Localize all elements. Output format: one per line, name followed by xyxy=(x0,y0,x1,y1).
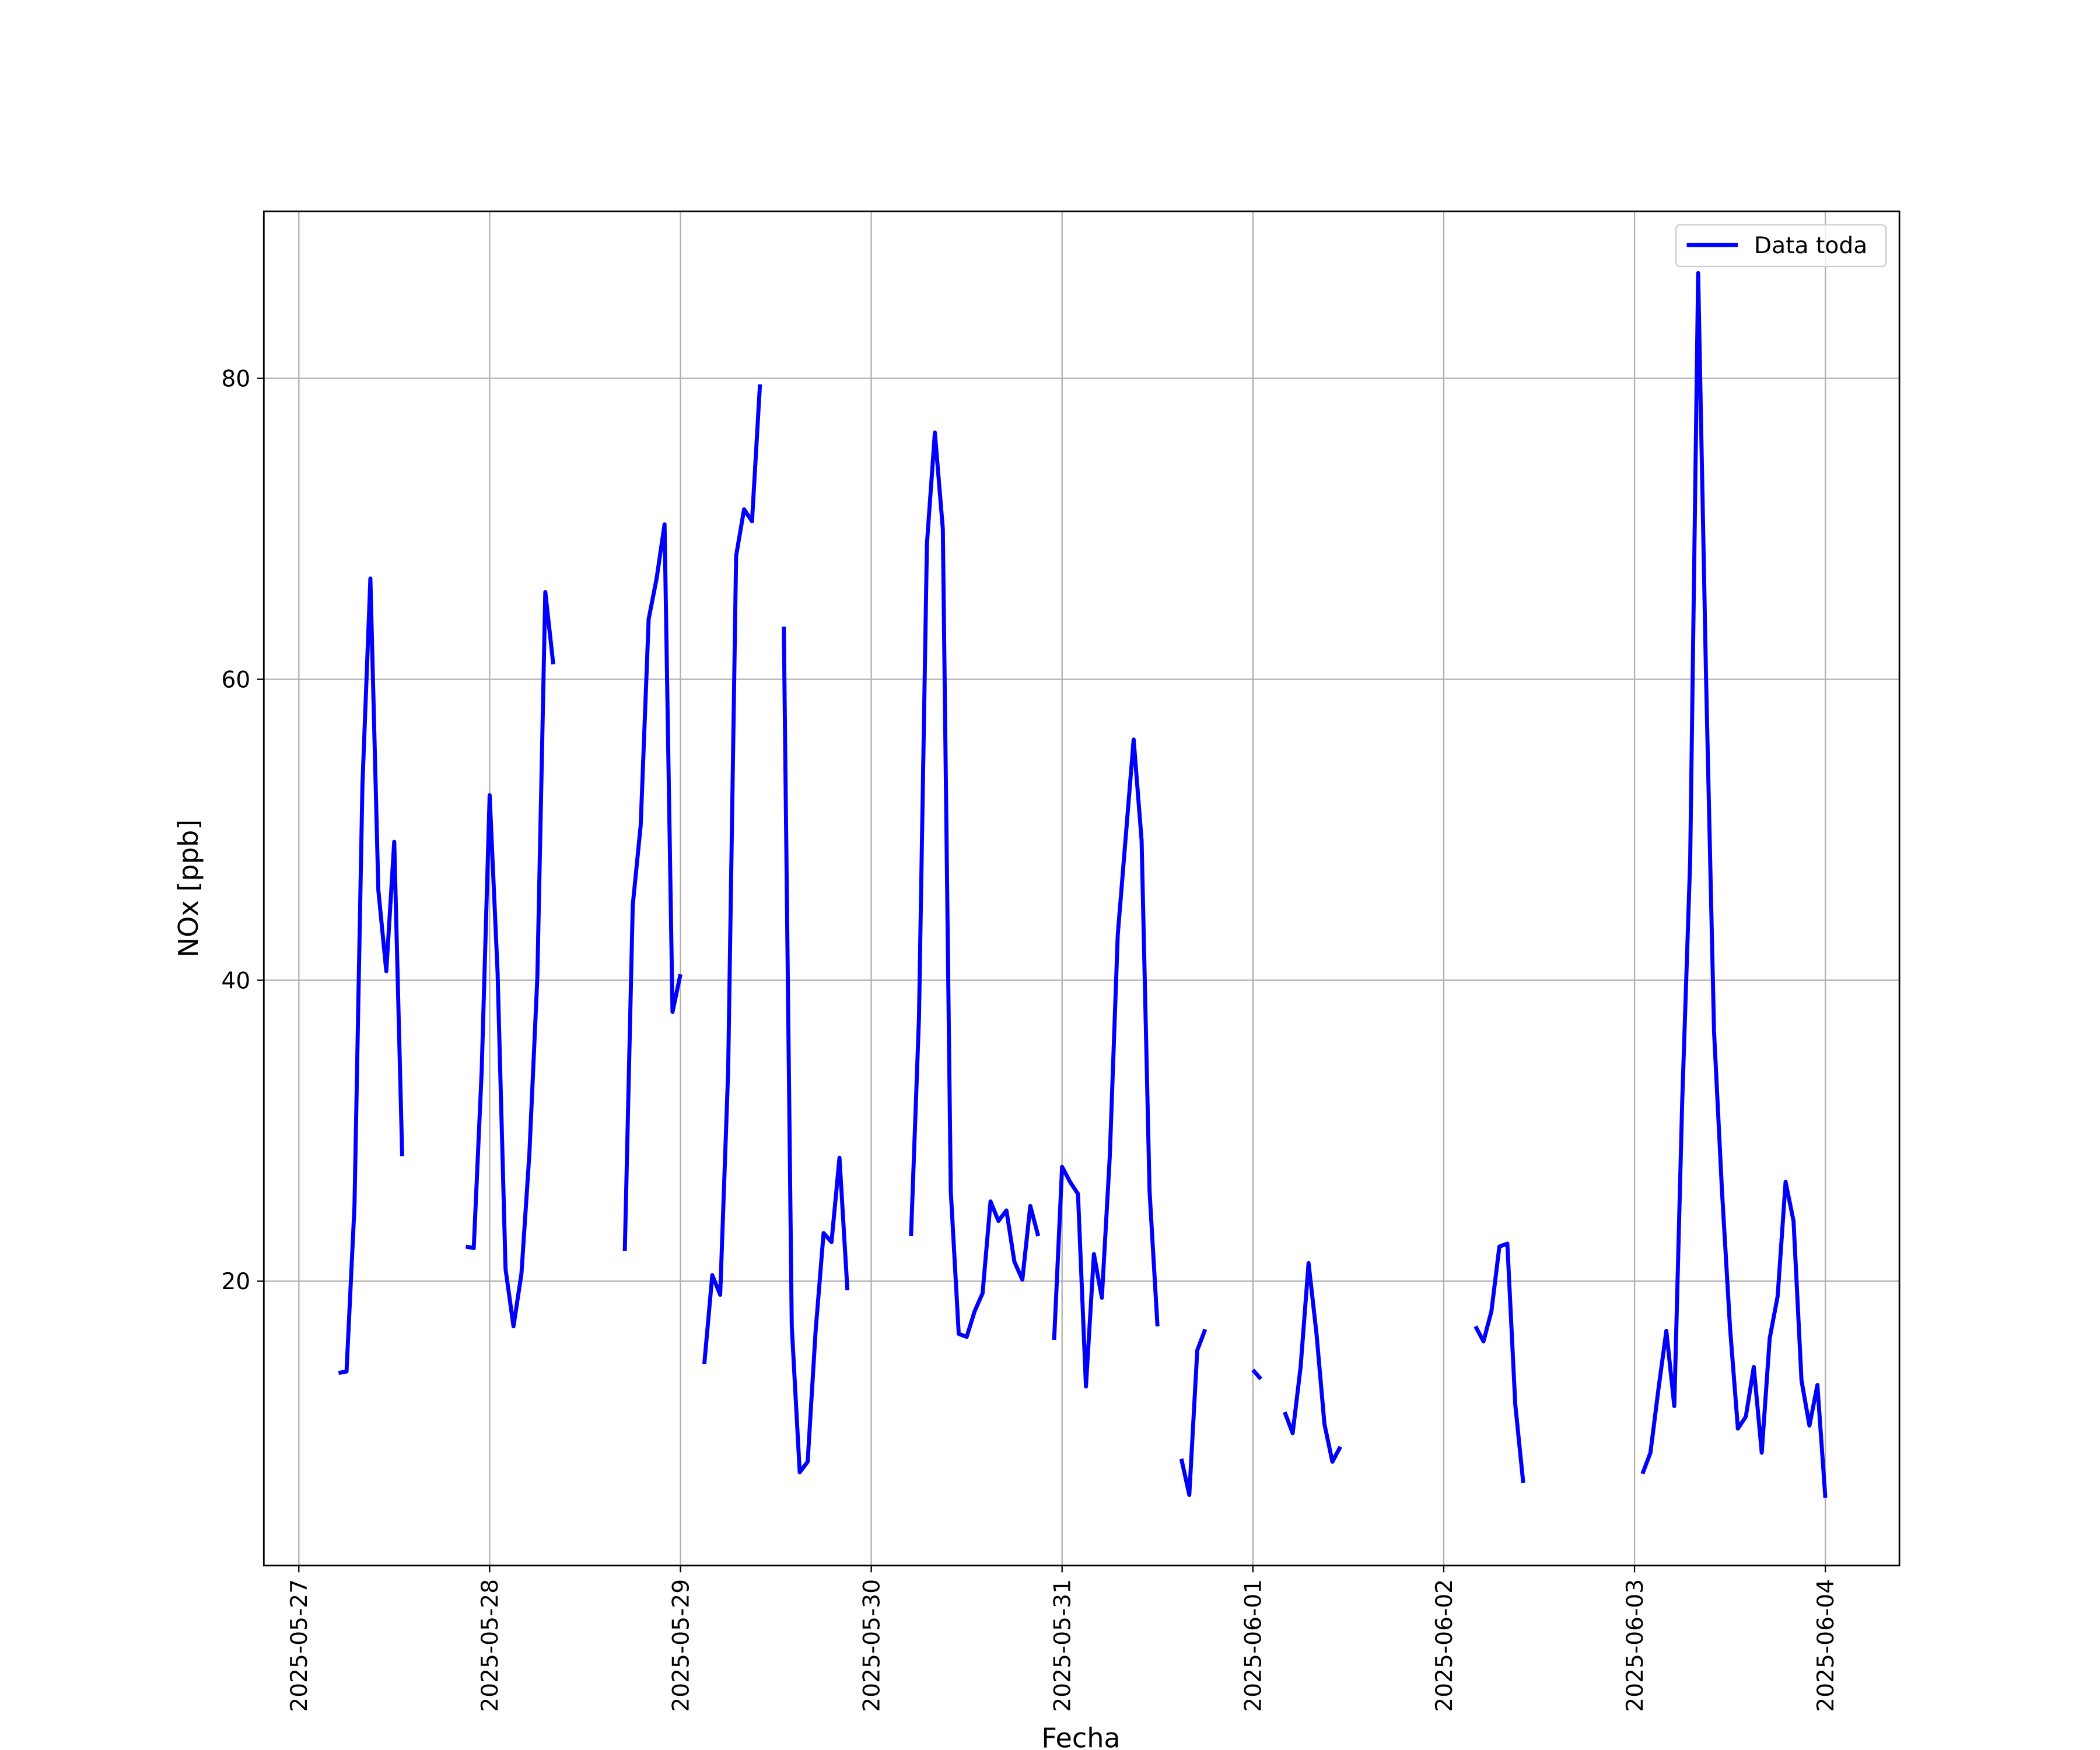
grid xyxy=(264,211,1900,1566)
x-axis-label: Fecha xyxy=(1041,1722,1120,1750)
legend-box xyxy=(1675,224,1887,268)
x-tick-label: 2025-05-30 xyxy=(859,1579,885,1712)
ticks: 20 40 60 80 2025-05-27 2025-05-28 2025-05-29 20… xyxy=(221,366,1839,1712)
plot-area xyxy=(338,271,1828,1499)
x-tick-label: 2025-06-02 xyxy=(1432,1579,1458,1712)
y-tick-label: 40 xyxy=(221,968,250,994)
y-axis-label: NOx [ppb] xyxy=(173,820,204,958)
x-tick-label: 2025-05-27 xyxy=(286,1579,313,1712)
axes-frame xyxy=(262,210,1901,1567)
x-tick-label: 2025-05-29 xyxy=(668,1579,694,1712)
x-tick-label: 2025-06-03 xyxy=(1622,1579,1648,1712)
legend: Data toda xyxy=(1675,224,1887,268)
y-tick-label: 80 xyxy=(221,366,250,392)
y-tick-label: 60 xyxy=(221,667,250,693)
x-tick-label: 2025-05-31 xyxy=(1050,1579,1076,1712)
x-tick-label: 2025-05-28 xyxy=(477,1579,503,1712)
x-tick-label: 2025-06-01 xyxy=(1241,1579,1267,1712)
legend-label: Data toda xyxy=(1754,233,1867,259)
x-tick-label: 2025-06-04 xyxy=(1813,1579,1839,1712)
data-line xyxy=(338,271,1828,1499)
y-tick-label: 20 xyxy=(221,1269,250,1295)
